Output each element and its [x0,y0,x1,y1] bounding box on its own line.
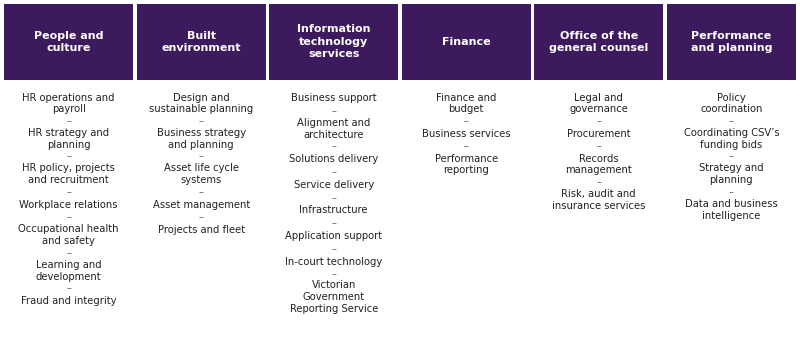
Text: –: – [729,116,734,126]
FancyBboxPatch shape [534,4,663,80]
FancyBboxPatch shape [4,4,134,80]
Text: –: – [331,244,336,254]
Text: HR strategy and
planning: HR strategy and planning [28,128,110,150]
Text: Asset life cycle
systems: Asset life cycle systems [164,164,238,185]
FancyBboxPatch shape [666,4,796,80]
Text: Business strategy
and planning: Business strategy and planning [157,128,246,150]
Text: People and
culture: People and culture [34,30,103,53]
Text: Workplace relations: Workplace relations [19,200,118,210]
Text: Alignment and
architecture: Alignment and architecture [297,118,370,140]
Text: –: – [331,167,336,177]
Text: –: – [331,193,336,203]
Text: –: – [198,187,204,197]
FancyBboxPatch shape [402,4,531,80]
Text: Built
environment: Built environment [162,30,241,53]
Text: –: – [66,152,71,161]
Text: Finance and
budget: Finance and budget [436,93,497,114]
Text: Data and business
intelligence: Data and business intelligence [685,199,778,220]
FancyBboxPatch shape [269,4,398,80]
Text: Application support: Application support [285,231,382,241]
Text: Office of the
general counsel: Office of the general counsel [549,30,649,53]
Text: –: – [331,218,336,228]
Text: Legal and
governance: Legal and governance [570,93,628,114]
Text: Performance
and planning: Performance and planning [690,30,772,53]
Text: Policy
coordination: Policy coordination [700,93,762,114]
Text: Strategy and
planning: Strategy and planning [699,164,764,185]
Text: In-court technology: In-court technology [285,257,382,266]
Text: Infrastructure: Infrastructure [299,206,368,215]
Text: Learning and
development: Learning and development [36,260,102,282]
Text: Asset management: Asset management [153,200,250,210]
Text: –: – [596,177,602,187]
Text: –: – [596,142,602,152]
Text: –: – [66,283,71,294]
Text: Victorian
Government
Reporting Service: Victorian Government Reporting Service [290,281,378,313]
Text: Projects and fleet: Projects and fleet [158,225,245,235]
Text: Business services: Business services [422,129,510,139]
Text: Design and
sustainable planning: Design and sustainable planning [149,93,254,114]
Text: –: – [198,212,204,223]
Text: –: – [66,187,71,197]
Text: –: – [66,248,71,258]
Text: Fraud and integrity: Fraud and integrity [21,296,117,306]
Text: –: – [66,116,71,126]
Text: Solutions delivery: Solutions delivery [289,154,378,164]
Text: Coordinating CSV’s
funding bids: Coordinating CSV’s funding bids [683,128,779,150]
Text: Finance: Finance [442,37,490,47]
Text: Business support: Business support [291,93,377,103]
Text: Performance
reporting: Performance reporting [434,153,498,175]
Text: –: – [729,152,734,161]
Text: –: – [198,116,204,126]
Text: HR operations and
payroll: HR operations and payroll [22,93,115,114]
FancyBboxPatch shape [137,4,266,80]
Text: –: – [729,187,734,197]
Text: –: – [596,116,602,126]
Text: –: – [331,142,336,152]
Text: –: – [198,152,204,161]
Text: –: – [331,269,336,279]
Text: Risk, audit and
insurance services: Risk, audit and insurance services [552,189,646,211]
Text: Records
management: Records management [566,153,632,175]
Text: Occupational health
and safety: Occupational health and safety [18,224,119,246]
Text: Procurement: Procurement [567,129,630,139]
Text: –: – [66,212,71,223]
Text: HR policy, projects
and recruitment: HR policy, projects and recruitment [22,164,115,185]
Text: Information
technology
services: Information technology services [297,24,370,59]
Text: –: – [464,116,469,126]
Text: –: – [331,106,336,116]
Text: Service delivery: Service delivery [294,180,374,190]
Text: –: – [464,142,469,152]
